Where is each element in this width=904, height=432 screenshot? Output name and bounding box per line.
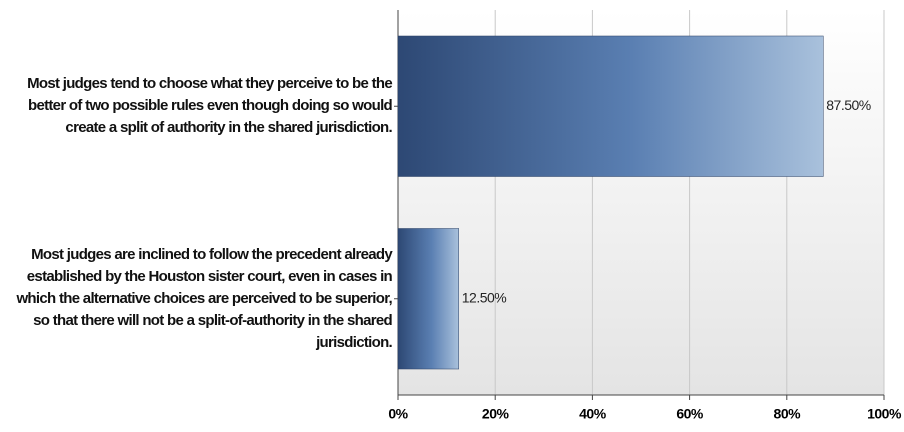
x-tick-label: 60%	[676, 406, 704, 422]
x-tick-label: 20%	[482, 406, 510, 422]
x-tick-label: 40%	[579, 406, 607, 422]
bar	[397, 228, 459, 370]
bar	[397, 35, 824, 177]
value-label: 87.50%	[826, 97, 871, 113]
x-tick-label: 0%	[388, 406, 408, 422]
category-label: Most judges tend to choose what they per…	[27, 75, 393, 137]
x-tick-label: 100%	[867, 406, 902, 422]
value-label: 12.50%	[462, 289, 507, 305]
category-label: Most judges are inclined to follow the p…	[16, 245, 392, 351]
x-tick-label: 80%	[774, 406, 802, 422]
